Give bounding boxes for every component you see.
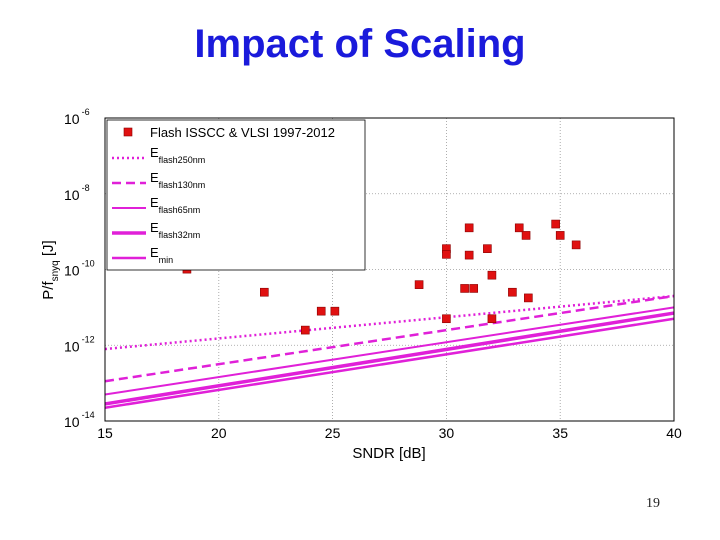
flash-marker-6 — [414, 280, 424, 289]
y-tick-exp-2: -10 — [82, 259, 95, 269]
x-tick-3: 30 — [439, 425, 455, 441]
flash-marker-10 — [460, 284, 469, 293]
x-tick-5: 40 — [666, 425, 682, 441]
y-tick-exp-3: -8 — [82, 183, 90, 193]
legend-label-base-2: E — [150, 170, 159, 185]
legend: Flash ISSCC & VLSI 1997-2012Eflash250nmE… — [106, 119, 366, 271]
energy-line-flash65nm — [104, 306, 675, 396]
legend-label-base-5: E — [150, 245, 159, 260]
legend-label-sub-2: flash130nm — [159, 180, 206, 190]
flash-marker-22 — [555, 231, 565, 240]
page-number: 19 — [646, 496, 660, 511]
flash-marker-15 — [487, 270, 497, 280]
y-axis-label-suffix: [J] — [40, 240, 57, 260]
y-tick-base-3: 10 — [64, 187, 80, 203]
y-tick-4: 10 -6 — [64, 107, 90, 127]
x-tick-1: 20 — [211, 425, 227, 441]
flash-marker-9 — [442, 314, 451, 324]
flash-marker-12 — [464, 250, 474, 260]
flash-marker-8 — [442, 250, 451, 259]
flash-marker-2 — [260, 287, 269, 297]
flash-marker-18 — [514, 223, 524, 233]
y-tick-base-0: 10 — [64, 414, 80, 430]
flash-marker-4 — [316, 306, 326, 316]
y-tick-base-2: 10 — [64, 263, 80, 279]
flash-marker-3 — [300, 325, 310, 335]
legend-label-sub-3: flash65nm — [159, 205, 201, 215]
grid-lines — [105, 118, 674, 421]
legend-label-sub-4: flash32nm — [159, 230, 201, 240]
legend-label-sub-5: min — [159, 255, 174, 265]
y-tick-0: 10 -14 — [64, 410, 95, 430]
slide-title: Impact of Scaling — [194, 22, 526, 66]
legend-label-base-3: E — [150, 195, 159, 210]
flash-markers — [182, 219, 581, 335]
flash-marker-21 — [551, 219, 560, 229]
energy-line-flash32nm — [104, 311, 675, 406]
energy-line-flash250nm — [104, 294, 675, 351]
flash-marker-14 — [483, 244, 492, 253]
legend-label-sub-1: flash250nm — [159, 155, 206, 165]
legend-label-3: Eflash65nm — [150, 195, 200, 215]
energy-line-flash130nm — [104, 294, 675, 383]
legend-label-4: Eflash32nm — [150, 220, 200, 240]
flash-marker-23 — [571, 240, 581, 250]
legend-label-base-1: E — [150, 145, 159, 160]
energy-line-min — [104, 317, 675, 409]
x-tick-4: 35 — [552, 425, 568, 441]
y-tick-base-4: 10 — [64, 111, 80, 127]
legend-label-0: Flash ISSCC & VLSI 1997-2012 — [150, 125, 335, 140]
flash-marker-11 — [464, 223, 474, 233]
legend-label-2: Eflash130nm — [150, 170, 205, 190]
legend-label-base-4: E — [150, 220, 159, 235]
x-tick-labels: 15 20 25 30 35 40 — [97, 425, 682, 441]
energy-lines — [104, 294, 675, 409]
legend-label-1: Eflash250nm — [150, 145, 205, 165]
y-axis-label: P/fsnyq [J] — [40, 240, 61, 299]
y-tick-1: 10 -12 — [64, 334, 95, 354]
flash-marker-20 — [524, 293, 533, 303]
legend-label-5: Emin — [150, 245, 173, 265]
flash-marker-17 — [508, 287, 517, 297]
legend-swatch-0 — [123, 127, 133, 137]
legend-box — [106, 119, 366, 271]
flash-marker-16 — [487, 314, 497, 324]
y-axis-label-prefix: P/f — [40, 281, 57, 300]
y-tick-3: 10 -8 — [64, 183, 90, 203]
y-tick-base-1: 10 — [64, 338, 80, 354]
flash-marker-13 — [469, 284, 479, 293]
x-tick-2: 25 — [325, 425, 341, 441]
flash-marker-19 — [521, 231, 531, 240]
flash-marker-5 — [330, 306, 340, 316]
y-axis-label-sub: snyq — [50, 260, 61, 281]
x-tick-0: 15 — [97, 425, 113, 441]
y-tick-exp-0: -14 — [82, 410, 95, 420]
plot-frame — [104, 117, 675, 422]
y-tick-exp-1: -12 — [82, 334, 95, 344]
y-tick-2: 10 -10 — [64, 259, 95, 279]
y-tick-exp-4: -6 — [82, 107, 90, 117]
x-axis-label: SNDR [dB] — [352, 445, 425, 462]
